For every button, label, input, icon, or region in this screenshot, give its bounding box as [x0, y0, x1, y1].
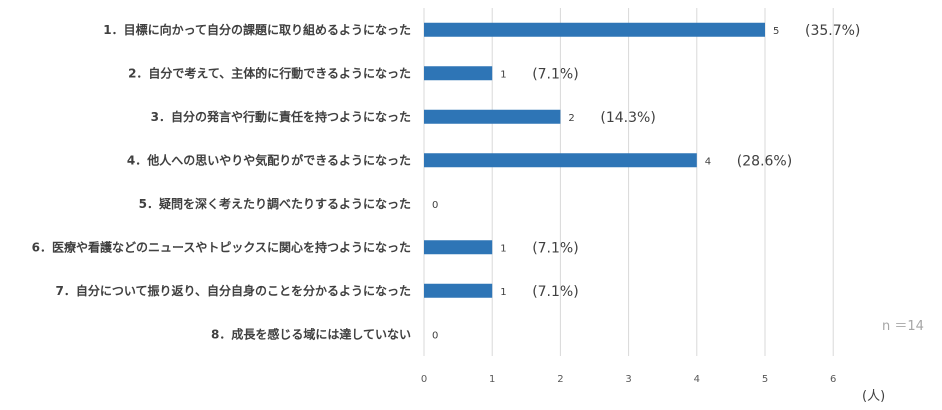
bars — [424, 22, 765, 298]
percent-label: (7.1%) — [532, 240, 579, 256]
category-label: 8．成長を感じる域には達していない — [211, 326, 411, 341]
bar — [424, 66, 493, 81]
category-label: 3．自分の発言や行動に責任を持つようになった — [151, 109, 411, 124]
percent-label: (28.6%) — [737, 153, 792, 169]
x-tick-label: 3 — [625, 374, 631, 385]
x-tick-label: 0 — [421, 374, 427, 385]
bar — [424, 153, 697, 168]
bar — [424, 240, 493, 255]
category-label: 5．疑問を深く考えたり調べたりするようになった — [139, 196, 411, 211]
sample-size-note: n ＝14 — [882, 319, 924, 334]
bar — [424, 22, 765, 37]
percent-label: (14.3%) — [600, 110, 655, 126]
value-label: 1 — [500, 69, 506, 80]
value-label: 0 — [432, 330, 438, 341]
x-tick-label: 2 — [557, 374, 563, 385]
x-tick-label: 1 — [489, 374, 495, 385]
value-label: 5 — [773, 26, 779, 37]
value-label: 1 — [500, 243, 506, 254]
percent-label: (7.1%) — [532, 66, 579, 82]
x-tick-label: 6 — [830, 374, 836, 385]
category-label: 6．医療や看護などのニュースやトピックスに関心を持つようになった — [32, 239, 411, 254]
value-label: 1 — [500, 287, 506, 298]
percent-label: (7.1%) — [532, 284, 579, 300]
bar — [424, 109, 561, 124]
category-label: 2．自分で考えて、主体的に行動できるようになった — [128, 65, 411, 80]
x-axis-unit-label: (人) — [862, 389, 885, 404]
category-label: 1．目標に向かって自分の課題に取り組めるようになった — [103, 22, 411, 37]
value-label: 2 — [568, 113, 574, 124]
labels: 0 1 2 3 4 5 6 1．目標に向かって自分の課題に取り組めるようになった 5 (35.7%… — [32, 22, 861, 385]
x-tick-label: 4 — [694, 374, 700, 385]
value-label: 4 — [705, 156, 711, 167]
percent-label: (35.7%) — [805, 23, 860, 39]
value-label: 0 — [432, 200, 438, 211]
x-tick-label: 5 — [762, 374, 768, 385]
bar — [424, 283, 493, 298]
category-label: 7．自分について振り返り、自分自身のことを分かるようになった — [55, 283, 411, 298]
category-label: 4．他人への思いやりや気配りができるようになった — [127, 152, 411, 167]
gridlines — [423, 8, 834, 356]
